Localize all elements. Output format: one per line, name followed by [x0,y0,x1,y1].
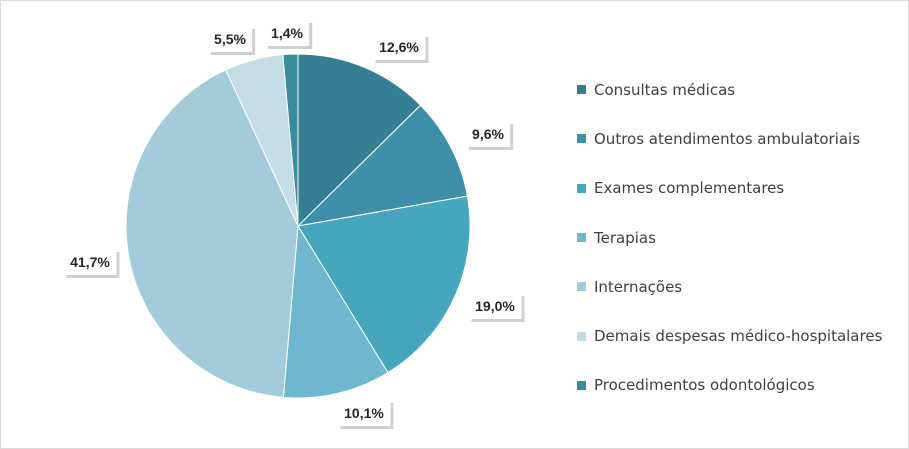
legend-label: Outros atendimentos ambulatoriais [594,129,861,148]
data-label: 12,6% [372,34,429,63]
legend-swatch [577,380,586,390]
pie-slice [282,224,389,399]
legend-item: Internações [577,262,882,311]
data-label-text: 41,7% [70,254,110,270]
legend-swatch [577,233,586,243]
legend-swatch [577,331,586,341]
data-label-box [207,26,253,52]
data-label-text: 1,4% [271,25,303,41]
pie-data-labels: 12,6% 9,6% 19,0% 10,1% 41,7% 5,5% 1,4% [63,20,525,429]
legend-item: Demais despesas médico-hospitalares [577,311,882,360]
data-label-text: 19,0% [475,298,515,314]
legend-label: Procedimentos odontológicos [594,376,815,395]
legend-label: Consultas médicas [594,80,736,99]
pie-slices [125,53,471,399]
legend-item: Procedimentos odontológicos [577,361,882,410]
data-label-text: 9,6% [472,126,504,142]
data-label-box [264,20,310,46]
pie-slice [125,69,299,398]
data-label: 19,0% [468,293,525,322]
pie-chart: 12,6% 9,6% 19,0% 10,1% 41,7% 5,5% 1,4% [63,20,525,429]
legend-label: Demais despesas médico-hospitalares [594,327,883,346]
data-label-text: 5,5% [214,31,246,47]
pie-slice [297,195,471,374]
legend-item: Outros atendimentos ambulatoriais [577,114,882,163]
data-label-text: 12,6% [379,39,419,55]
data-label: 1,4% [264,20,313,49]
data-label-box [372,34,426,60]
legend-item: Exames complementares [577,164,882,213]
data-label-box [465,121,511,147]
pie-slice [282,53,299,227]
legend-swatch [577,282,586,292]
chart-legend: Consultas médicas Outros atendimentos amb… [577,65,882,410]
data-label: 10,1% [337,400,394,429]
legend-item: Terapias [577,213,882,262]
legend-swatch [577,85,586,95]
data-label-box [337,400,391,426]
legend-item: Consultas médicas [577,65,882,114]
data-label-box [468,293,522,319]
data-label: 41,7% [63,249,120,278]
pie-slice [297,53,422,228]
legend-swatch [577,134,586,144]
pie-slice [296,104,468,227]
data-label: 9,6% [465,121,514,150]
legend-label: Terapias [594,228,656,247]
data-label: 5,5% [207,26,256,55]
legend-label: Exames complementares [594,179,785,198]
legend-swatch [577,183,586,193]
data-label-text: 10,1% [344,405,384,421]
data-label-box [63,249,117,275]
legend-label: Internações [594,277,683,296]
